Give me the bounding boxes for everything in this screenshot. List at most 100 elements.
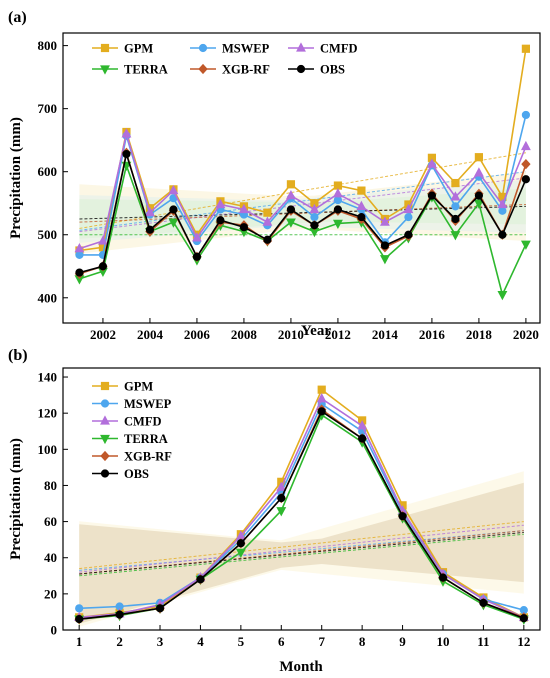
point-terra-2014 — [379, 255, 390, 265]
point-mswep-2020 — [521, 110, 531, 120]
panel-b-label: (b) — [8, 347, 28, 364]
point-obs-2018 — [474, 191, 484, 200]
x-tick-label: 3 — [157, 634, 164, 649]
point-mswep-2019 — [498, 206, 507, 215]
point-cmfd-2005 — [168, 184, 179, 195]
point-obs-2011 — [310, 221, 319, 230]
point-cmfd-2020 — [520, 140, 531, 151]
legend-item-obs: OBS — [92, 467, 149, 481]
point-terra-2005 — [168, 218, 179, 228]
trend-line-obs — [79, 205, 526, 220]
legend-item-mswep: MSWEP — [190, 42, 270, 56]
x-tick-label: 9 — [399, 634, 406, 649]
point-mswep-2015 — [404, 212, 413, 222]
point-obs-8 — [358, 434, 367, 443]
point-cmfd-2019 — [497, 198, 508, 209]
point-terra-2018 — [473, 199, 484, 209]
legend-item-terra: TERRA — [92, 432, 168, 446]
point-obs-6 — [277, 493, 286, 503]
point-obs-2010 — [286, 205, 296, 214]
point-obs-2009 — [263, 235, 272, 244]
panel-a-x-axis-label: Year — [301, 323, 331, 339]
y-tick-label: 800 — [38, 38, 58, 53]
panel-a-x-ticks: 2002 2004 2006 2008 2010 2012 2014 2016 2018 2020 — [90, 318, 539, 342]
trend-line-xgb-rf — [79, 530, 524, 575]
series-line-obs — [79, 150, 527, 274]
point-cmfd-2001 — [74, 242, 85, 253]
panel-b-y-ticks: 0 20 40 60 80 100 120 140 — [38, 370, 68, 638]
series-line-cmfd — [79, 397, 525, 619]
series-obs — [75, 149, 531, 277]
point-gpm-2013 — [357, 186, 366, 195]
point-gpm-2010 — [286, 180, 296, 189]
point-mswep-2011 — [310, 212, 319, 222]
panel-a-y-ticks: 400 500 600 700 800 — [38, 38, 68, 305]
trend-line-gpm — [79, 521, 524, 570]
point-cmfd-2013 — [356, 200, 367, 210]
point-cmfd-2006 — [192, 232, 202, 242]
x-tick-label: 4 — [197, 634, 204, 649]
panel-b-x-axis-label: Month — [279, 659, 323, 675]
point-cmfd-2016 — [426, 158, 437, 168]
point-cmfd-2017 — [450, 191, 461, 201]
point-gpm-2012 — [333, 181, 343, 190]
x-tick-label: 12 — [517, 634, 530, 649]
legend-label-gpm: GPM — [124, 380, 153, 394]
x-tick-label: 10 — [436, 634, 449, 649]
x-tick-label: 2014 — [372, 327, 399, 342]
point-obs-7 — [317, 407, 326, 416]
legend-label-obs: OBS — [124, 467, 149, 481]
legend-marker-terra — [100, 434, 110, 445]
x-tick-label: 2018 — [466, 327, 493, 342]
point-cmfd-2007 — [215, 198, 226, 209]
point-cmfd-2010 — [285, 189, 296, 200]
legend-marker-xgb-rf — [100, 450, 110, 462]
point-obs-2003 — [122, 149, 131, 159]
legend-item-gpm: GPM — [92, 380, 153, 394]
panel-a-label: (a) — [8, 9, 27, 26]
legend-label-mswep: MSWEP — [124, 397, 172, 411]
y-tick-label: 700 — [38, 101, 58, 116]
x-tick-label: 2016 — [419, 327, 446, 342]
point-mswep-2012 — [333, 195, 343, 205]
point-gpm-2009 — [263, 208, 272, 217]
point-mswep-2017 — [451, 202, 460, 211]
legend-label-terra: TERRA — [124, 432, 168, 446]
legend-marker-mswep — [100, 399, 110, 408]
point-obs-4 — [196, 575, 205, 584]
point-obs-2013 — [357, 212, 366, 222]
panel-a-legend: GPM MSWEP CMFD TERRA XGB-RF OBS — [92, 42, 358, 77]
y-tick-label: 0 — [51, 623, 58, 638]
point-gpm-2017 — [451, 178, 460, 188]
legend-marker-gpm — [100, 381, 110, 391]
y-tick-label: 60 — [44, 514, 57, 529]
legend-label-gpm: GPM — [124, 42, 153, 56]
y-tick-label: 400 — [38, 290, 58, 305]
point-obs-2007 — [216, 216, 225, 225]
point-mswep-1 — [75, 604, 84, 613]
panel-b-uncertainty-band — [79, 471, 524, 627]
y-tick-label: 500 — [38, 227, 58, 242]
point-obs-2015 — [404, 230, 413, 239]
point-obs-2002 — [98, 262, 108, 271]
b-band-1 — [79, 471, 524, 627]
x-tick-label: 1 — [76, 634, 83, 649]
x-tick-label: 5 — [238, 634, 245, 649]
y-tick-label: 600 — [38, 164, 58, 179]
legend-item-terra: TERRA — [92, 63, 168, 77]
point-terra-2012 — [332, 219, 343, 230]
x-tick-label: 2004 — [137, 327, 164, 342]
legend-item-gpm: GPM — [92, 42, 153, 56]
series-line-gpm — [79, 388, 525, 619]
point-obs-2019 — [498, 230, 507, 239]
y-tick-label: 120 — [38, 406, 58, 421]
legend-marker-terra — [100, 65, 110, 75]
panel-b-legend: GPM MSWEP CMFD TERRA XGB-RF OBS — [92, 380, 172, 481]
legend-item-xgb-rf: XGB-RF — [190, 63, 270, 77]
legend-label-xgb-rf: XGB-RF — [124, 450, 172, 464]
point-cmfd-2012 — [332, 188, 343, 198]
x-tick-label: 2012 — [325, 327, 351, 342]
y-tick-label: 20 — [44, 586, 57, 601]
